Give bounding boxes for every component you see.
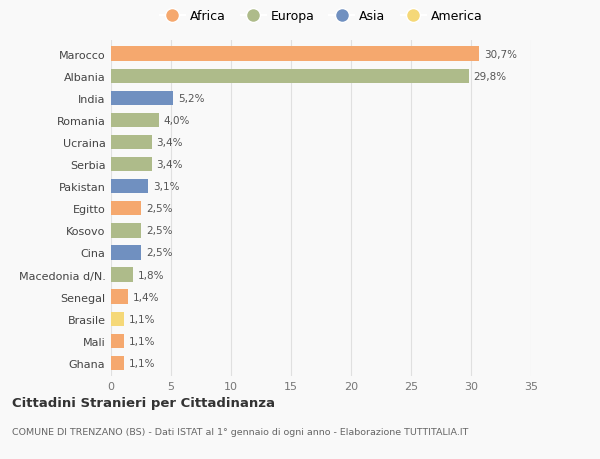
Text: 1,1%: 1,1%	[129, 336, 155, 346]
Bar	[111, 246, 141, 260]
Text: 3,4%: 3,4%	[157, 138, 183, 148]
Bar	[111, 47, 479, 62]
Bar	[111, 179, 148, 194]
Bar	[111, 356, 124, 370]
Text: 1,1%: 1,1%	[129, 314, 155, 324]
Bar	[111, 69, 469, 84]
Text: 29,8%: 29,8%	[473, 72, 506, 82]
Bar	[111, 135, 152, 150]
Text: 2,5%: 2,5%	[146, 204, 172, 214]
Legend: Africa, Europa, Asia, America: Africa, Europa, Asia, America	[155, 6, 487, 28]
Text: 2,5%: 2,5%	[146, 248, 172, 258]
Bar	[111, 312, 124, 326]
Text: Cittadini Stranieri per Cittadinanza: Cittadini Stranieri per Cittadinanza	[12, 396, 275, 409]
Text: 1,8%: 1,8%	[137, 270, 164, 280]
Bar	[111, 268, 133, 282]
Text: 4,0%: 4,0%	[164, 116, 190, 126]
Text: 5,2%: 5,2%	[178, 94, 205, 104]
Bar	[111, 113, 159, 128]
Text: 1,1%: 1,1%	[129, 358, 155, 368]
Text: 30,7%: 30,7%	[484, 50, 517, 60]
Bar	[111, 202, 141, 216]
Bar	[111, 224, 141, 238]
Text: 3,1%: 3,1%	[153, 182, 179, 192]
Text: COMUNE DI TRENZANO (BS) - Dati ISTAT al 1° gennaio di ogni anno - Elaborazione T: COMUNE DI TRENZANO (BS) - Dati ISTAT al …	[12, 427, 469, 436]
Bar	[111, 334, 124, 348]
Bar	[111, 91, 173, 106]
Text: 3,4%: 3,4%	[157, 160, 183, 170]
Bar	[111, 290, 128, 304]
Text: 2,5%: 2,5%	[146, 226, 172, 236]
Bar	[111, 157, 152, 172]
Text: 1,4%: 1,4%	[133, 292, 159, 302]
